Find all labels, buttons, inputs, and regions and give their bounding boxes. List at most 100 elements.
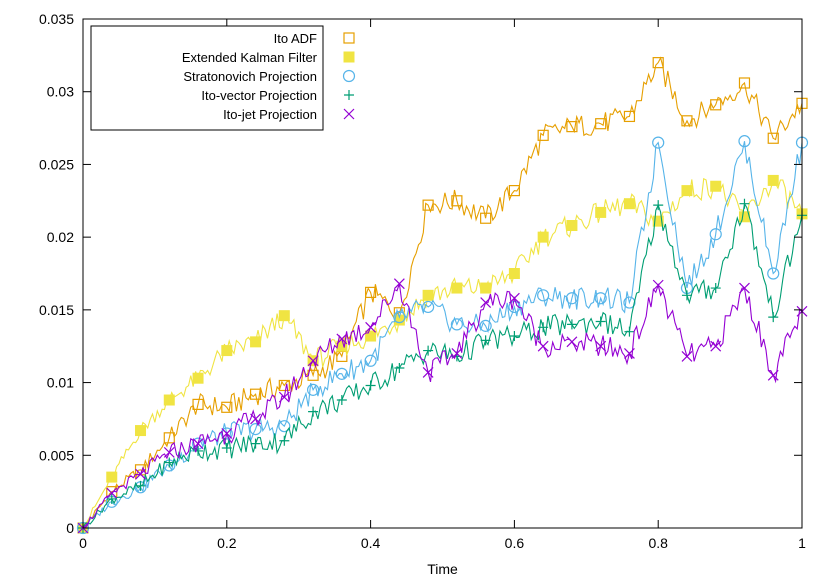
series-line [82, 177, 803, 529]
data-point [681, 350, 693, 362]
data-point [681, 185, 693, 197]
data-point [135, 480, 146, 491]
data-point [480, 282, 492, 294]
data-point [681, 290, 692, 301]
data-point [451, 195, 463, 207]
data-point [163, 394, 175, 406]
data-point [508, 185, 520, 197]
data-point [250, 413, 261, 425]
data-point [739, 198, 750, 209]
data-point [653, 200, 664, 211]
data-point [709, 228, 722, 241]
data-point [343, 32, 355, 44]
data-point [566, 336, 578, 348]
plot-area [76, 56, 809, 535]
legend-label: Extended Kalman Filter [182, 50, 318, 65]
data-point [221, 345, 233, 357]
data-point [193, 445, 204, 456]
data-point [106, 487, 118, 499]
data-point [450, 318, 463, 331]
data-point [422, 300, 435, 314]
legend: Ito ADF Extended Kalman Filter Stratonovic… [90, 25, 356, 131]
data-point [479, 319, 492, 332]
y-tick-label: 0.03 [47, 84, 74, 100]
data-point [681, 115, 693, 127]
data-point [508, 268, 520, 279]
data-point [344, 90, 354, 100]
data-point [566, 121, 578, 133]
data-point [537, 289, 550, 302]
x-axis-title: Time [427, 561, 458, 577]
legend-marker [342, 69, 356, 83]
series-line [82, 283, 803, 529]
data-point [365, 330, 377, 342]
data-point [652, 136, 665, 149]
x-tick-label: 0.4 [361, 535, 381, 551]
data-point [595, 206, 607, 218]
data-point [221, 401, 233, 413]
y-tick-label: 0 [66, 520, 74, 536]
data-point [278, 420, 291, 433]
data-point [364, 354, 377, 367]
data-point [278, 310, 290, 322]
x-tick-label: 0 [79, 535, 87, 551]
data-point [710, 283, 721, 294]
x-tick-label: 0.6 [505, 535, 525, 551]
data-point [192, 438, 204, 450]
data-point [652, 57, 664, 69]
series-stratonovich-projection [76, 135, 809, 535]
data-point [767, 174, 779, 186]
data-point [250, 336, 262, 348]
data-point [537, 129, 549, 141]
legend-label: Ito ADF [274, 31, 317, 46]
data-point [249, 388, 262, 400]
x-tick-label: 1 [798, 535, 806, 551]
data-point [278, 391, 290, 403]
series-line [82, 141, 803, 529]
data-point [624, 348, 635, 359]
data-point [767, 132, 779, 144]
data-point [192, 398, 204, 410]
y-tick-label: 0.015 [39, 302, 74, 318]
data-point [342, 69, 356, 83]
data-point [307, 355, 319, 367]
legend-marker [344, 90, 354, 100]
data-point [135, 425, 147, 437]
data-point [394, 363, 405, 374]
data-point [594, 292, 607, 305]
data-point [343, 51, 355, 63]
data-point [336, 395, 347, 406]
y-tick-label: 0.02 [47, 229, 74, 245]
data-point [422, 199, 434, 211]
data-point [250, 438, 261, 449]
series-extended-kalman-filter [77, 174, 808, 534]
data-point [480, 297, 492, 309]
data-point [767, 369, 779, 381]
data-point [480, 212, 492, 224]
data-point [336, 333, 348, 345]
data-point [480, 335, 491, 346]
series-ito-jet-projection [77, 278, 808, 534]
data-point [624, 326, 635, 337]
plot-frame [82, 18, 803, 529]
data-point [278, 379, 290, 392]
data-point [423, 345, 434, 356]
data-point [365, 286, 377, 299]
legend-box [90, 25, 324, 131]
data-point [308, 406, 319, 417]
data-point [738, 77, 751, 89]
series-ito-vector-projection [78, 198, 807, 533]
data-point [393, 278, 405, 290]
x-tick-label: 0.8 [648, 535, 668, 551]
axis-ticks: 0 0.2 0.4 0.6 0.8 1 0 0.005 0.01 0.015 0.02 0.025 0.… [39, 11, 806, 551]
data-point [652, 215, 664, 227]
data-point [451, 282, 463, 294]
data-point [343, 108, 355, 120]
data-point [595, 118, 607, 130]
legend-marker [343, 108, 355, 120]
data-point [220, 427, 233, 440]
y-tick-label: 0.01 [47, 375, 74, 391]
data-point [365, 321, 377, 333]
data-point [768, 312, 779, 323]
